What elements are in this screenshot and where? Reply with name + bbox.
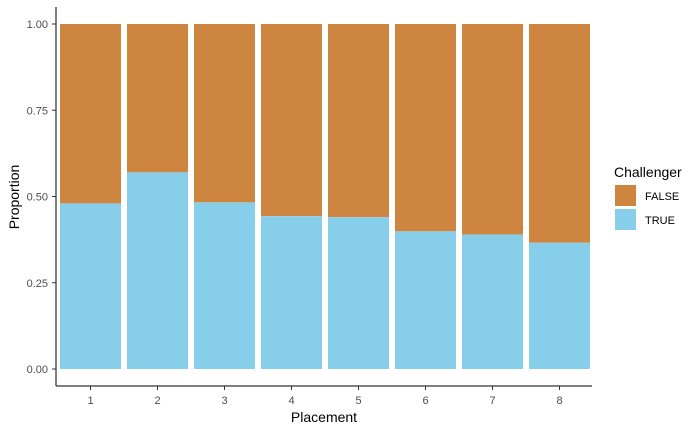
bar-false-1 [60,24,121,204]
bar-false-6 [395,24,456,232]
bar-true-3 [194,202,255,369]
x-tick-label: 3 [221,395,227,407]
legend-title: Challenger [614,164,682,180]
x-tick-label: 4 [288,395,294,407]
bar-true-8 [529,242,590,369]
legend-swatch-false [615,185,636,206]
y-axis-title: Proportion [6,165,22,230]
bar-true-7 [462,234,523,369]
bar-false-5 [328,24,389,218]
x-ticks-group: 1 2 3 4 5 6 7 8 [87,386,563,407]
bar-false-7 [462,24,523,235]
legend-swatch-true [615,209,636,230]
y-tick-label: 0.00 [27,364,48,376]
legend: Challenger FALSE TRUE [614,164,682,230]
bar-false-4 [261,24,322,217]
bar-true-1 [60,203,121,369]
y-tick-label: 1.00 [27,19,48,31]
x-tick-label: 2 [154,395,160,407]
x-tick-label: 6 [422,395,428,407]
x-tick-label: 1 [87,395,93,407]
y-tick-label: 0.50 [27,192,48,204]
y-tick-label: 0.25 [27,278,48,290]
x-tick-label: 5 [355,395,361,407]
y-ticks-group: 0.00 0.25 0.50 0.75 1.00 [27,19,56,376]
bar-false-8 [529,24,590,243]
bar-false-2 [127,24,188,173]
bar-false-3 [194,24,255,203]
x-tick-label: 7 [489,395,495,407]
bar-true-2 [127,172,188,369]
bar-true-6 [395,231,456,369]
x-axis-title: Placement [291,409,357,425]
bar-true-5 [328,217,389,369]
bar-true-4 [261,216,322,369]
y-tick-label: 0.75 [27,105,48,117]
bars-group [60,24,590,369]
legend-label-false: FALSE [645,191,679,203]
x-tick-label: 8 [556,395,562,407]
legend-label-true: TRUE [645,215,675,227]
